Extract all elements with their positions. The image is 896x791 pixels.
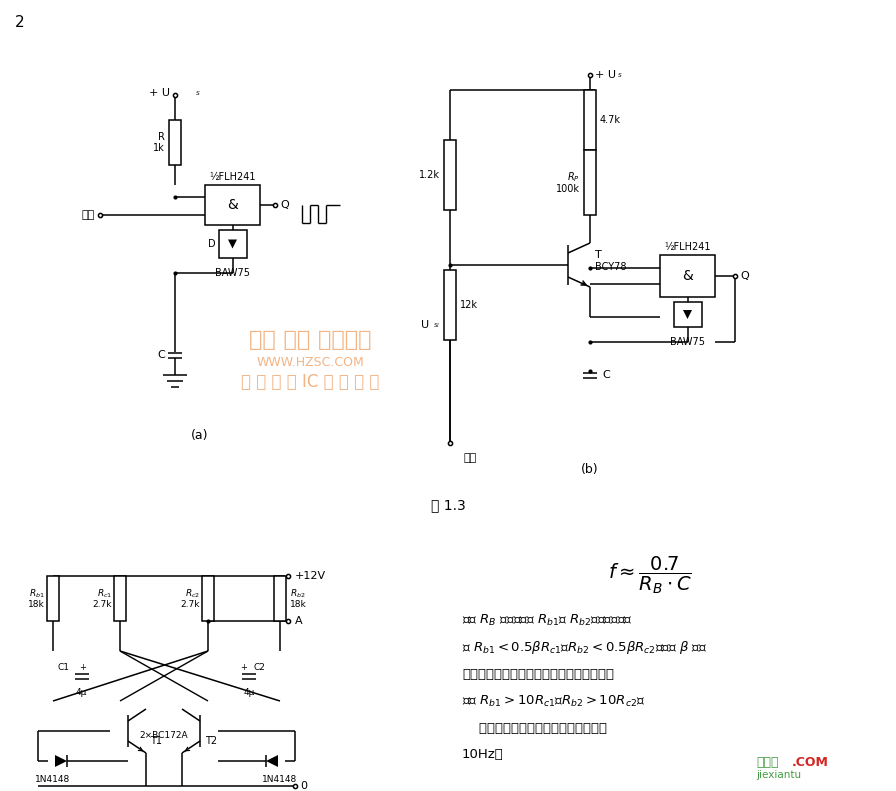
Text: BAW75: BAW75 bbox=[670, 337, 705, 347]
Text: 4.7k: 4.7k bbox=[600, 115, 621, 125]
Text: + U: + U bbox=[149, 88, 170, 98]
Polygon shape bbox=[55, 755, 67, 767]
Text: +12V: +12V bbox=[295, 571, 326, 581]
Polygon shape bbox=[683, 310, 692, 319]
Text: C: C bbox=[602, 370, 610, 380]
Bar bbox=[114, 576, 126, 621]
Text: 接通: 接通 bbox=[463, 453, 477, 463]
Text: $R_{b1}$: $R_{b1}$ bbox=[30, 587, 45, 600]
Text: WWW.HZSC.COM: WWW.HZSC.COM bbox=[256, 357, 364, 369]
Text: 接通: 接通 bbox=[82, 210, 95, 220]
Text: 1.2k: 1.2k bbox=[419, 170, 440, 180]
Text: 10Hz。: 10Hz。 bbox=[462, 748, 504, 762]
Bar bbox=[274, 576, 286, 621]
Text: 4μ: 4μ bbox=[76, 688, 87, 697]
Text: C: C bbox=[158, 350, 165, 360]
Text: 式中 $R_B$ 即为图中的 $R_{b1}$或 $R_{b2}$，其上限值可: 式中 $R_B$ 即为图中的 $R_{b1}$或 $R_{b2}$，其上限值可 bbox=[462, 612, 633, 627]
Text: &: & bbox=[227, 198, 237, 212]
Text: (a): (a) bbox=[191, 429, 209, 441]
Text: 可取 $R_{b1}$$>$10$R_{c1}$；$R_{b2}$$>$10$R_{c2}$。: 可取 $R_{b1}$$>$10$R_{c1}$；$R_{b2}$$>$10$R… bbox=[462, 694, 645, 709]
Text: 18k: 18k bbox=[29, 600, 45, 609]
Text: D: D bbox=[208, 239, 216, 249]
Text: 12k: 12k bbox=[460, 300, 478, 310]
Text: R
1k: R 1k bbox=[153, 131, 165, 153]
Bar bbox=[674, 302, 702, 327]
Text: A: A bbox=[295, 616, 303, 626]
Bar bbox=[219, 230, 246, 258]
Text: ½FLH241: ½FLH241 bbox=[210, 172, 255, 182]
Text: 在图中所示电路参数下矩形波频率为: 在图中所示电路参数下矩形波频率为 bbox=[462, 721, 607, 735]
Polygon shape bbox=[228, 240, 237, 248]
Text: 1N4148: 1N4148 bbox=[35, 775, 71, 784]
Text: 接线图: 接线图 bbox=[756, 756, 779, 770]
Text: +: + bbox=[80, 664, 86, 672]
Text: 图 1.3: 图 1.3 bbox=[431, 498, 465, 512]
Text: + U: + U bbox=[595, 70, 616, 80]
Bar bbox=[660, 255, 715, 297]
Bar bbox=[47, 576, 59, 621]
Text: 2.7k: 2.7k bbox=[92, 600, 112, 609]
Bar bbox=[584, 150, 596, 215]
Text: 2.7k: 2.7k bbox=[180, 600, 200, 609]
Text: 取 $R_{b1}$$<$0.5$\beta$$R_{c1}$；$R_{b2}$$<$0.5$\beta$$R_{c2}$。这里 $\beta$ 为各: 取 $R_{b1}$$<$0.5$\beta$$R_{c1}$；$R_{b2}$… bbox=[462, 638, 707, 656]
Bar bbox=[444, 140, 456, 210]
Text: 4μ: 4μ bbox=[244, 688, 254, 697]
Text: Q: Q bbox=[280, 200, 289, 210]
Text: &: & bbox=[682, 269, 693, 283]
Text: 2×BC172A: 2×BC172A bbox=[140, 732, 188, 740]
Text: $R_{b2}$: $R_{b2}$ bbox=[290, 587, 306, 600]
Text: $R_P$: $R_P$ bbox=[567, 171, 580, 184]
Text: $R_{c1}$: $R_{c1}$ bbox=[97, 587, 112, 600]
Polygon shape bbox=[266, 755, 278, 767]
Text: T1: T1 bbox=[150, 736, 162, 746]
Text: jiexiantu: jiexiantu bbox=[756, 770, 801, 780]
Text: C2: C2 bbox=[254, 664, 266, 672]
Text: $_{Si}$: $_{Si}$ bbox=[433, 320, 441, 330]
Text: .COM: .COM bbox=[792, 756, 829, 770]
Text: U: U bbox=[421, 320, 429, 330]
Text: +: + bbox=[240, 664, 247, 672]
Text: Q: Q bbox=[740, 271, 749, 281]
Bar bbox=[169, 120, 181, 165]
Text: BCY78: BCY78 bbox=[595, 262, 626, 272]
Text: (b): (b) bbox=[582, 464, 599, 476]
Text: 1N4148: 1N4148 bbox=[263, 775, 297, 784]
Text: T2: T2 bbox=[205, 736, 217, 746]
Text: ½FLH241: ½FLH241 bbox=[664, 242, 711, 252]
Text: 2: 2 bbox=[15, 15, 24, 30]
Bar bbox=[444, 270, 456, 340]
Text: 100k: 100k bbox=[556, 184, 580, 195]
Text: T: T bbox=[595, 250, 602, 260]
Bar bbox=[584, 90, 596, 150]
Text: 晶体管集电极电流放大系数。电阻的下限值: 晶体管集电极电流放大系数。电阻的下限值 bbox=[462, 668, 614, 680]
Text: $_{S}$: $_{S}$ bbox=[195, 89, 201, 97]
Text: BAW75: BAW75 bbox=[215, 268, 250, 278]
Bar bbox=[205, 185, 260, 225]
Text: $_{S}$: $_{S}$ bbox=[617, 70, 623, 80]
Text: $R_{c2}$: $R_{c2}$ bbox=[185, 587, 200, 600]
Text: C1: C1 bbox=[57, 664, 70, 672]
Text: 全 球 最 大 IC 采 购 网 站: 全 球 最 大 IC 采 购 网 站 bbox=[241, 373, 379, 391]
Bar bbox=[202, 576, 214, 621]
Text: 18k: 18k bbox=[290, 600, 306, 609]
Text: 0: 0 bbox=[300, 781, 307, 791]
Text: 杭州 缝库 电子市场: 杭州 缝库 电子市场 bbox=[249, 330, 371, 350]
Text: $f \approx \dfrac{0.7}{R_B \cdot C}$: $f \approx \dfrac{0.7}{R_B \cdot C}$ bbox=[608, 554, 692, 596]
